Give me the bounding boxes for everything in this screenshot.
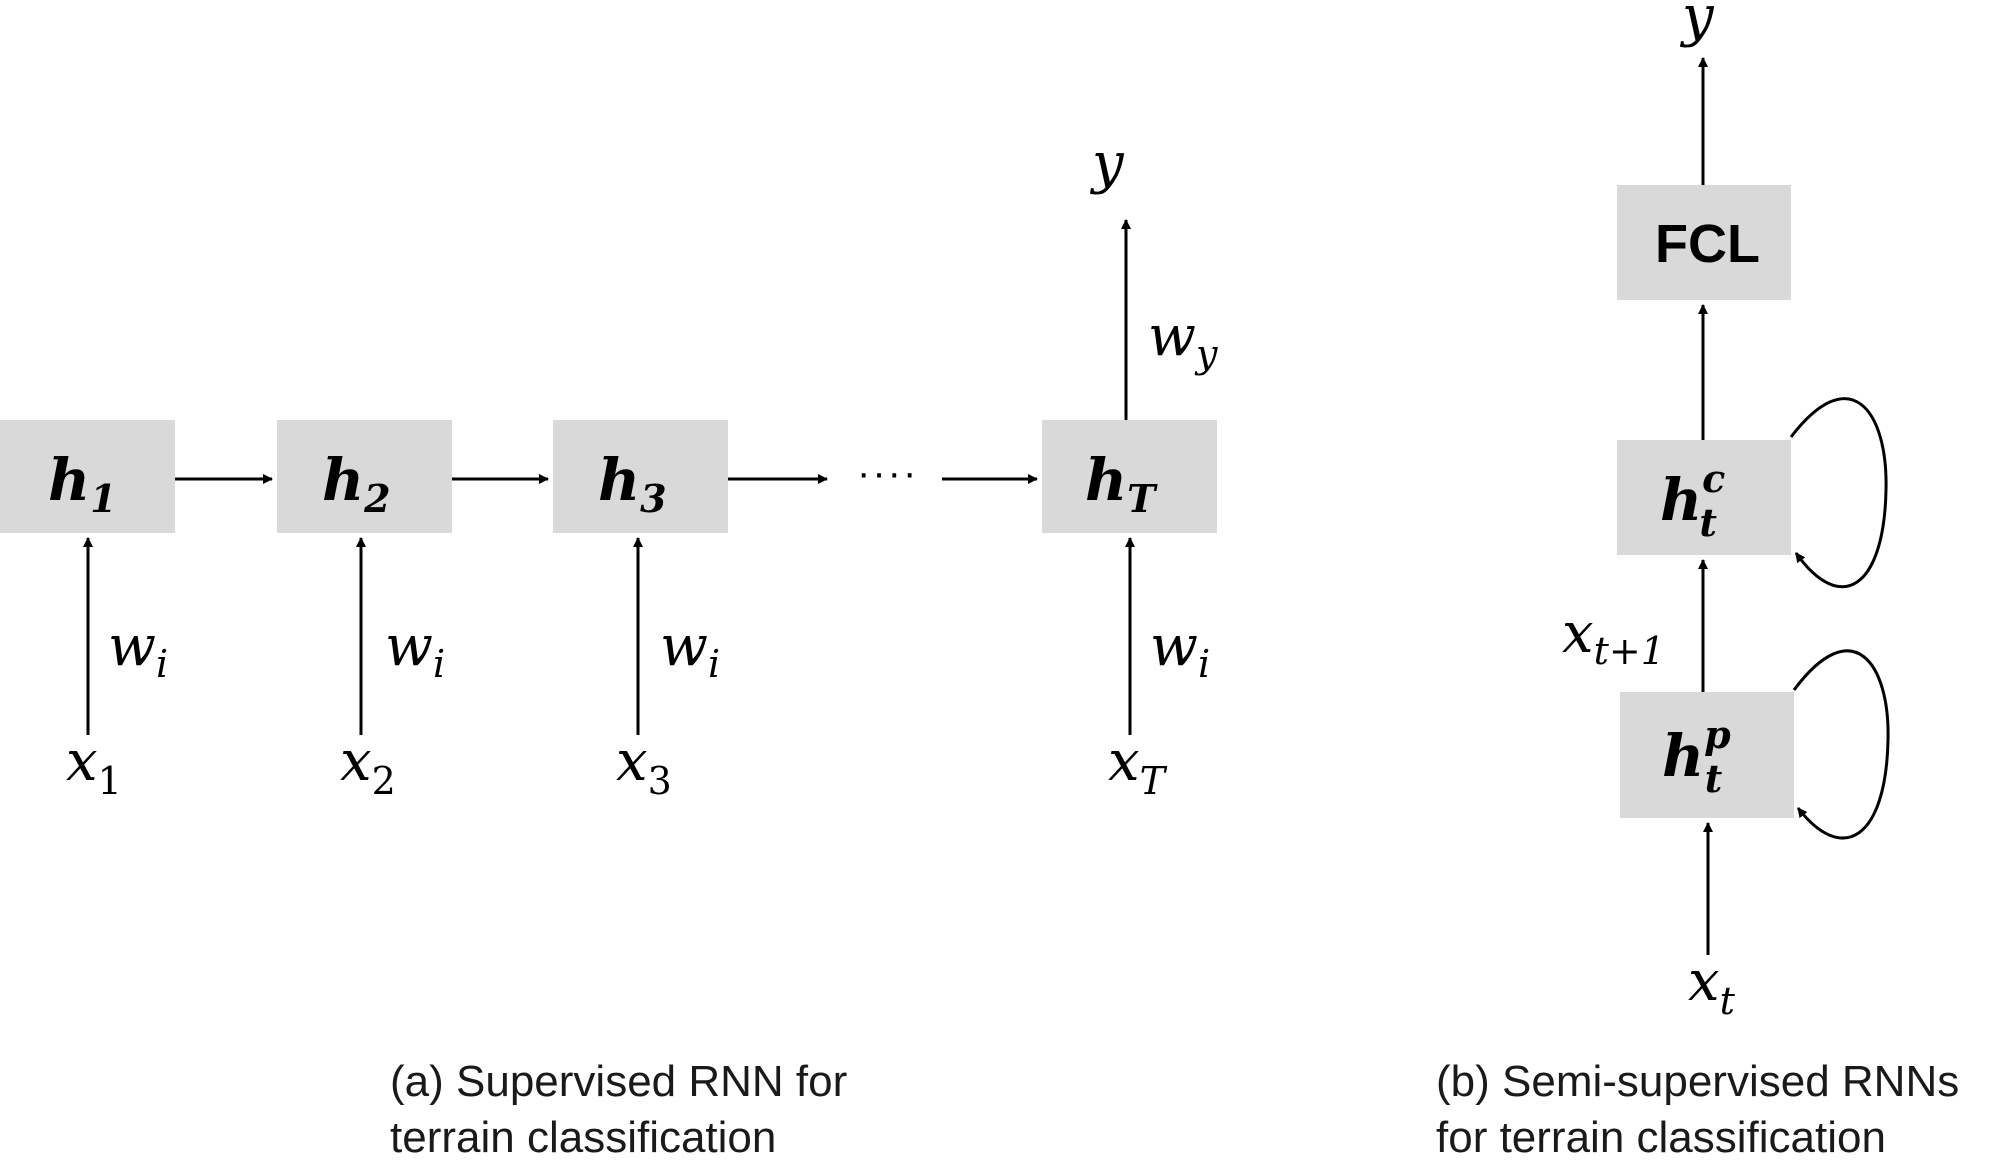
- output-label-b: y: [1679, 0, 1715, 49]
- input-label-2: x2: [340, 729, 396, 803]
- input-weight-label-T: wi: [1150, 614, 1210, 686]
- panel-b: y FCL hc t xt+1 hp t xt (b) Semi-: [1436, 0, 1959, 1162]
- output-weight-label: wy: [1148, 304, 1218, 376]
- caption-b-line1: (b) Semi-supervised RNNs: [1436, 1057, 1959, 1106]
- caption-b-line2: for terrain classification: [1436, 1113, 1886, 1162]
- hidden-node-box-2: [277, 420, 452, 533]
- fcl-label: FCL: [1655, 214, 1760, 274]
- caption-a-line2: terrain classification: [390, 1113, 776, 1162]
- hidden-node-box-3: [553, 420, 728, 533]
- hidden-node-label-3: h3: [598, 446, 667, 521]
- mid-variable-label: xt+1: [1562, 601, 1665, 673]
- input-weight-label-3: wi: [660, 614, 720, 686]
- sequence-ellipsis: ····: [857, 451, 918, 495]
- input-weight-label-1: wi: [108, 614, 168, 686]
- panel-a: h1 h2 h3 hT ···· wi wi wi: [0, 131, 1218, 1162]
- hidden-node-label-2: h2: [322, 446, 391, 521]
- hidden-node-label-1: h1: [48, 446, 117, 521]
- caption-a-line1: (a) Supervised RNN for: [390, 1057, 847, 1106]
- hidden-node-box-p: [1620, 692, 1794, 818]
- fcl-box: [1617, 185, 1791, 300]
- input-label-b: xt: [1688, 949, 1736, 1023]
- input-label-1: x1: [66, 729, 122, 803]
- input-weight-label-2: wi: [385, 614, 445, 686]
- hidden-node-label-p: hp t: [1662, 712, 1731, 801]
- hidden-node-label-c: hc t: [1660, 456, 1725, 545]
- hidden-node-box-1: [0, 420, 175, 533]
- hidden-node-label-T: hT: [1085, 446, 1158, 521]
- self-loop-c: [1789, 397, 1888, 589]
- output-label-a: y: [1089, 131, 1125, 196]
- input-label-3: x3: [616, 729, 672, 803]
- input-label-T: xT: [1108, 729, 1168, 803]
- hidden-node-box-T: [1042, 420, 1217, 533]
- self-loop-p: [1792, 649, 1890, 840]
- hidden-node-box-c: [1617, 440, 1791, 555]
